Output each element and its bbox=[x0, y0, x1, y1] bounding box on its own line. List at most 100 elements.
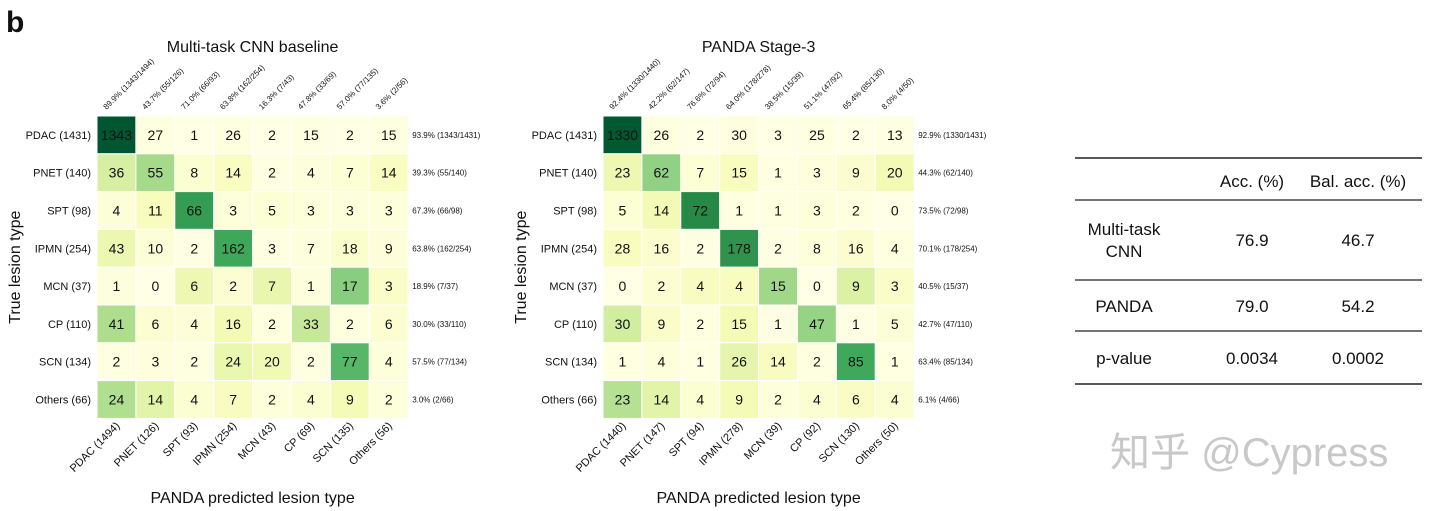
heatmap-cell bbox=[874, 380, 915, 419]
col-tick-label: CP (92) bbox=[788, 420, 823, 455]
heatmap-cell bbox=[835, 380, 876, 419]
heatmap-cell bbox=[758, 191, 798, 230]
cell-value-label: 18 bbox=[342, 240, 358, 256]
cell-value-label: 2 bbox=[852, 127, 860, 143]
table-row-label: CNN bbox=[1106, 242, 1143, 261]
cell-value-label: 1 bbox=[190, 127, 198, 143]
cell-value-label: 4 bbox=[696, 278, 704, 294]
row-recall-label: 93.9% (1343/1431) bbox=[412, 131, 480, 140]
cell-value-label: 5 bbox=[268, 203, 276, 219]
table-row-label: p-value bbox=[1096, 349, 1152, 368]
cell-value-label: 30 bbox=[615, 316, 631, 332]
heatmap-cell bbox=[680, 115, 721, 155]
heatmap-cell bbox=[135, 153, 176, 193]
heatmap-cell bbox=[602, 228, 643, 268]
heatmap-cell bbox=[329, 191, 370, 230]
row-recall-label: 3.0% (2/66) bbox=[412, 396, 454, 405]
cell-value-label: 26 bbox=[225, 127, 241, 143]
row-tick-label: PDAC (1431) bbox=[532, 130, 597, 142]
heatmap-cell bbox=[835, 342, 876, 382]
heatmap-multitask-cnn: Multi-task CNN baseline PANDA predicted l… bbox=[7, 39, 481, 507]
cell-value-label: 16 bbox=[848, 240, 864, 256]
row-recall-label: 18.9% (7/37) bbox=[412, 282, 458, 291]
row-tick-label: SPT (98) bbox=[553, 206, 597, 218]
col-precision-label: 16.3% (7/43) bbox=[257, 72, 296, 111]
cell-value-label: 4 bbox=[113, 203, 121, 219]
cell-value-label: 6 bbox=[190, 278, 198, 294]
heatmap-cell bbox=[135, 191, 176, 230]
cell-value-label: 0 bbox=[891, 203, 899, 219]
cell-value-label: 2 bbox=[813, 354, 821, 370]
heatmap-cell bbox=[835, 115, 876, 155]
panel-label: b bbox=[6, 6, 24, 39]
heatmap-cell bbox=[252, 266, 293, 306]
row-tick-label: MCN (37) bbox=[549, 281, 597, 293]
heatmap-cell bbox=[252, 228, 293, 268]
cell-value-label: 0 bbox=[619, 278, 627, 294]
cell-value-label: 162 bbox=[221, 240, 245, 256]
col-tick-label: SPT (93) bbox=[161, 420, 200, 459]
cell-value-label: 4 bbox=[307, 165, 315, 181]
heatmap-cell bbox=[252, 342, 293, 382]
cell-value-label: 7 bbox=[307, 240, 315, 256]
row-recall-label: 70.1% (178/254) bbox=[918, 244, 977, 253]
cell-value-label: 14 bbox=[225, 165, 241, 181]
heatmap-cell bbox=[291, 304, 331, 344]
cell-value-label: 15 bbox=[770, 278, 786, 294]
heatmap-cell bbox=[252, 380, 293, 419]
cell-value-label: 1 bbox=[774, 165, 782, 181]
cell-value-label: 2 bbox=[113, 354, 121, 370]
cell-value-label: 15 bbox=[731, 316, 747, 332]
col-precision-label: 38.5% (15/39) bbox=[763, 69, 805, 111]
cell-value-label: 14 bbox=[654, 203, 670, 219]
heatmap-cell bbox=[680, 342, 721, 382]
y-axis-label: True lesion type bbox=[513, 210, 530, 323]
cell-value-label: 16 bbox=[225, 316, 241, 332]
heatmap-cell bbox=[641, 380, 682, 419]
heatmap-cell bbox=[368, 342, 409, 382]
x-axis-label: PANDA predicted lesion type bbox=[656, 490, 860, 507]
row-tick-label: Others (66) bbox=[541, 395, 597, 407]
heatmap-cell bbox=[174, 380, 215, 419]
row-tick-label: IPMN (254) bbox=[35, 243, 91, 255]
cell-value-label: 0 bbox=[813, 278, 821, 294]
cell-value-label: 85 bbox=[848, 354, 864, 370]
heatmap-cell bbox=[758, 380, 798, 419]
heatmap-cell bbox=[797, 191, 837, 230]
cell-value-label: 26 bbox=[654, 127, 670, 143]
cell-value-label: 4 bbox=[385, 354, 393, 370]
chart-title: Multi-task CNN baseline bbox=[167, 39, 339, 56]
chart-title: PANDA Stage-3 bbox=[702, 39, 816, 56]
heatmap-cell bbox=[758, 153, 798, 193]
cell-value-label: 3 bbox=[813, 165, 821, 181]
cell-value-label: 14 bbox=[654, 392, 670, 408]
cell-value-label: 1 bbox=[774, 203, 782, 219]
cell-value-label: 43 bbox=[109, 240, 125, 256]
heatmap-cell bbox=[291, 342, 331, 382]
cell-value-label: 3 bbox=[229, 203, 237, 219]
cell-value-label: 4 bbox=[891, 392, 899, 408]
cell-value-label: 9 bbox=[657, 316, 665, 332]
cell-value-label: 8 bbox=[813, 240, 821, 256]
heatmap-cell bbox=[213, 266, 254, 306]
cell-value-label: 2 bbox=[774, 392, 782, 408]
cell-value-label: 17 bbox=[342, 278, 358, 294]
row-tick-label: IPMN (254) bbox=[541, 243, 597, 255]
cell-value-label: 2 bbox=[774, 240, 782, 256]
table-row-label: PANDA bbox=[1095, 297, 1153, 316]
col-tick-label: MCN (43) bbox=[236, 420, 278, 462]
heatmap-cell bbox=[758, 342, 798, 382]
col-precision-label: 8.0% (4/50) bbox=[880, 76, 916, 112]
accuracy-table: Acc. (%) Bal. acc. (%) Multi-task CNN 76.9 46… bbox=[1075, 157, 1422, 385]
col-precision-label: 47.8% (33/69) bbox=[296, 69, 338, 111]
heatmap-cell bbox=[758, 228, 798, 268]
row-tick-label: CP (110) bbox=[554, 319, 597, 331]
cell-value-label: 3 bbox=[151, 354, 159, 370]
x-axis-label: PANDA predicted lesion type bbox=[150, 490, 354, 507]
col-tick-label: SPT (94) bbox=[667, 420, 706, 459]
row-tick-label: CP (110) bbox=[48, 319, 91, 331]
heatmap-cell bbox=[213, 153, 254, 193]
cell-value-label: 2 bbox=[307, 354, 315, 370]
cell-value-label: 3 bbox=[346, 203, 354, 219]
